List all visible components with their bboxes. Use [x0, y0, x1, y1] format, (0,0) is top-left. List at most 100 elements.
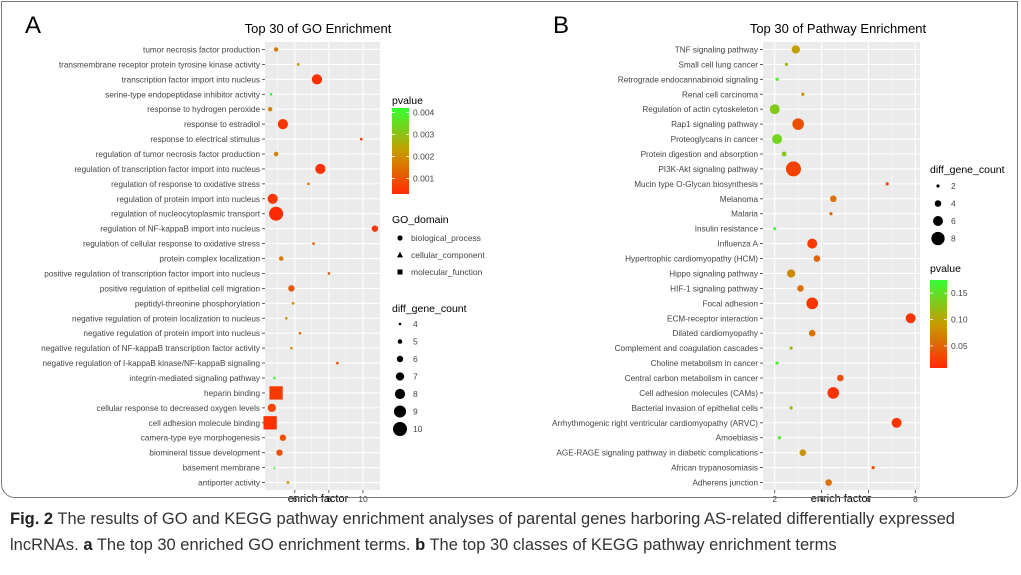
size-legend-dot	[934, 200, 942, 207]
y-tick-label: heparin binding	[204, 389, 260, 398]
y-tick-label: regulation of response to oxidative stre…	[111, 180, 260, 189]
pvalue-tick-label: 0.15	[951, 288, 968, 298]
y-tick-label: regulation of protein import into nucleu…	[117, 195, 260, 204]
panel-a-pvalue-ticks: 0.004 0.003 0.002 0.001	[392, 107, 435, 184]
data-point	[829, 212, 833, 216]
panel-b-title: Top 30 of Pathway Enrichment	[750, 21, 927, 36]
y-tick-label: Arrhythmogenic right ventricular cardiom…	[552, 419, 758, 428]
y-tick-label: Retrograde endocannabinoid signaling	[618, 75, 759, 84]
panel-b-pvalue-colorbar	[930, 280, 947, 368]
data-point	[327, 272, 331, 275]
panel-a-size-legend-title: diff_gene_count	[392, 303, 467, 315]
data-point	[789, 346, 793, 350]
figure-caption: Fig. 2 The results of GO and KEGG pathwa…	[10, 506, 1010, 558]
size-legend-dot	[395, 372, 405, 381]
size-legend-label: 2	[951, 181, 956, 191]
data-point	[273, 47, 279, 52]
data-point	[273, 151, 279, 157]
size-legend-dot	[936, 184, 940, 188]
size-legend-label: 8	[951, 234, 956, 244]
size-legend-label: 6	[951, 216, 956, 226]
x-tick-label: 4	[819, 494, 824, 504]
data-point	[827, 387, 840, 399]
data-point	[792, 118, 804, 130]
data-point	[801, 92, 805, 96]
y-tick-label: Dilated cardiomyopathy	[672, 329, 758, 338]
y-tick-label: Focal adhesion	[702, 299, 758, 308]
size-legend-label: 4	[951, 199, 956, 209]
domain-legend-label: cellular_component	[411, 250, 485, 260]
x-tick-label: 2	[772, 494, 777, 504]
domain-legend-label: molecular_function	[411, 267, 483, 277]
size-legend-label: 4	[413, 319, 418, 329]
data-point	[813, 255, 821, 262]
size-legend-dot	[396, 355, 404, 363]
data-point	[272, 466, 276, 469]
data-point	[279, 434, 287, 441]
pvalue-tick-label: 0.10	[951, 315, 968, 325]
y-tick-label: Malaria	[731, 210, 758, 219]
pvalue-tick-label: 0.004	[413, 107, 435, 117]
y-tick-label: regulation of nucleocytoplasmic transpor…	[111, 210, 261, 219]
data-point	[284, 316, 288, 320]
y-tick-label: Mucin type O-Glycan biosynthesis	[634, 180, 758, 189]
panel-b-y-labels: TNF signaling pathway Small cell lung can…	[552, 45, 763, 488]
data-point	[830, 195, 837, 203]
size-legend-dot	[393, 422, 407, 436]
y-tick-label: PI3K-Akt signaling pathway	[658, 165, 759, 174]
data-point	[837, 374, 844, 382]
y-tick-label: ECM-receptor interaction	[667, 314, 758, 323]
data-point	[269, 93, 273, 96]
caption-text-2: The top 30 enriched GO enrichment terms.	[92, 536, 416, 554]
data-point	[298, 331, 302, 335]
data-point	[371, 225, 379, 232]
panel-a-domain-legend: biological_process cellular_componentmole…	[397, 233, 485, 277]
panel-a-marks	[263, 47, 379, 484]
y-tick-label: regulation of NF-kappaB import into nucl…	[100, 225, 260, 234]
pvalue-tick-label: 0.05	[951, 341, 968, 351]
y-tick-label: negative regulation of I-kappaB kinase/N…	[42, 359, 260, 368]
y-tick-label: regulation of transcription factor impor…	[74, 165, 260, 174]
y-tick-label: Adherens junction	[692, 479, 758, 488]
domain-legend-circle	[397, 235, 403, 241]
caption-text-1: The results of GO and KEGG pathway enric…	[10, 510, 955, 554]
x-tick-label: 6	[866, 494, 871, 504]
panel-a-letter: A	[25, 12, 41, 39]
data-point	[807, 238, 818, 249]
panel-a-title: Top 30 of GO Enrichment	[245, 21, 392, 36]
domain-legend-triangle	[397, 251, 403, 258]
pvalue-tick-label: 0.001	[413, 174, 435, 184]
size-legend-label: 5	[413, 337, 418, 347]
panel-a-xlabel: enrich factor	[288, 493, 349, 505]
data-point	[871, 466, 875, 470]
data-point	[773, 227, 777, 231]
data-point	[312, 242, 315, 245]
y-tick-label: tumor necrosis factor production	[143, 45, 260, 54]
y-tick-label: Hypertrophic cardiomyopathy (HCM)	[625, 255, 758, 264]
y-tick-label: Amoebiasis	[716, 434, 758, 443]
panel-b-xlabel: enrich factor	[811, 493, 872, 505]
y-tick-label: Choline metabolism in cancer	[651, 359, 759, 368]
size-legend-dot	[397, 339, 403, 344]
x-tick-label: 8	[327, 494, 332, 504]
x-tick-label: 8	[913, 494, 918, 504]
domain-legend-label: biological_process	[411, 233, 481, 243]
panel-a-size-legend: 4 5 6 7 8 9 10	[393, 319, 423, 436]
y-tick-label: Renal cell carcinoma	[682, 90, 758, 99]
size-legend-dot	[393, 405, 407, 418]
y-tick-label: AGE-RAGE signaling pathway in diabetic c…	[556, 449, 758, 458]
data-point	[786, 269, 796, 278]
data-point	[799, 449, 807, 456]
y-tick-label: integrin-mediated signaling pathway	[129, 374, 261, 383]
size-legend-dot	[394, 388, 406, 400]
panel-a: A Top 30 of GO Enrichment tumor necrosis…	[25, 12, 485, 505]
y-tick-label: Protein digestion and absorption	[641, 150, 759, 159]
data-point	[267, 106, 273, 112]
data-point	[772, 134, 783, 145]
size-legend-label: 9	[413, 407, 418, 417]
y-tick-label: regulation of tumor necrosis factor prod…	[96, 150, 261, 159]
size-legend-label: 7	[413, 372, 418, 382]
y-tick-label: basement membrane	[183, 464, 261, 473]
y-tick-label: Central carbon metabolism in cancer	[625, 374, 759, 383]
size-legend-label: 8	[413, 389, 418, 399]
